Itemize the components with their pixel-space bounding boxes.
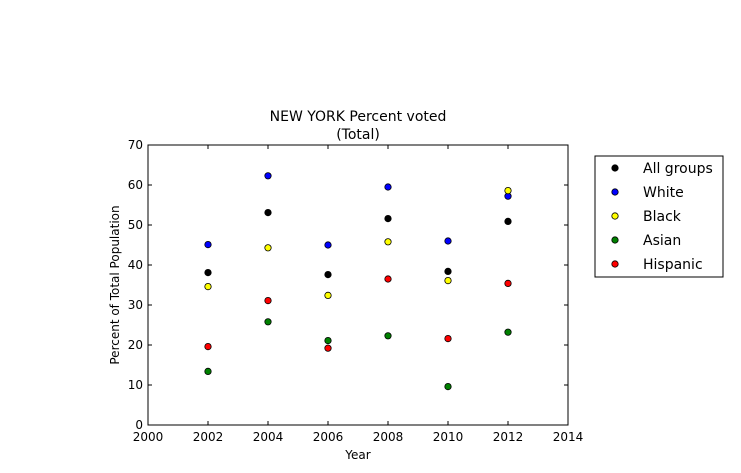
point-hispanic (264, 296, 272, 305)
legend-marker (611, 212, 619, 220)
point-asian (504, 328, 512, 336)
point-all-groups (264, 209, 272, 217)
chart-title: NEW YORK Percent voted (270, 109, 447, 125)
x-tick-label: 2010 (433, 430, 464, 444)
chart-subtitle: (Total) (336, 127, 380, 143)
point-asian (204, 367, 212, 375)
y-axis: 0 10 20 30 40 50 60 70 (128, 138, 568, 432)
y-tick-label: 20 (128, 338, 143, 352)
legend-marker (611, 188, 619, 196)
point-hispanic (444, 334, 452, 343)
point-black (204, 282, 212, 291)
point-black (324, 291, 332, 299)
y-tick-label: 60 (128, 178, 143, 192)
legend: All groups White Black Asian Hispanic (594, 155, 724, 278)
y-tick-label: 70 (128, 138, 143, 152)
point-hispanic (504, 279, 512, 287)
point-asian (264, 318, 272, 326)
y-tick-label: 50 (128, 218, 143, 232)
legend-label: Hispanic (643, 257, 703, 273)
point-all-groups (444, 267, 452, 275)
point-white (324, 241, 332, 249)
point-all-groups (324, 270, 332, 279)
legend-label: All groups (643, 161, 713, 177)
point-white (384, 183, 392, 191)
y-tick-label: 30 (128, 298, 143, 312)
legend-label: Asian (643, 233, 681, 249)
point-hispanic (384, 275, 392, 283)
point-black (384, 238, 392, 246)
point-black (264, 244, 272, 252)
point-white (444, 237, 452, 245)
point-asian (444, 382, 452, 391)
legend-label: White (643, 185, 684, 201)
point-hispanic (204, 342, 212, 351)
y-tick-label: 40 (128, 258, 143, 272)
point-black (504, 187, 512, 195)
point-black (444, 276, 452, 285)
point-all-groups (504, 217, 512, 225)
x-tick-label: 2012 (493, 430, 524, 444)
point-all-groups (384, 215, 392, 223)
point-white (204, 241, 212, 249)
x-tick-label: 2014 (553, 430, 584, 444)
point-hispanic (324, 344, 332, 352)
x-tick-label: 2002 (193, 430, 224, 444)
plot-frame (147, 144, 569, 426)
x-tick-label: 2004 (253, 430, 284, 444)
x-axis-label: Year (344, 448, 370, 462)
point-asian (324, 336, 332, 345)
y-tick-label: 10 (128, 378, 143, 392)
legend-label: Black (643, 209, 682, 225)
point-all-groups (204, 268, 212, 277)
y-axis-label: Percent of Total Population (108, 205, 122, 364)
legend-marker (611, 236, 619, 244)
legend-marker (611, 260, 619, 268)
point-asian (384, 332, 392, 340)
y-tick-label: 0 (135, 418, 143, 432)
data-points (204, 172, 512, 391)
legend-marker (611, 164, 619, 172)
x-tick-label: 2000 (133, 430, 164, 444)
x-axis: 2000 2002 2004 2006 2008 2010 2012 2014 (133, 145, 584, 444)
point-white (264, 172, 272, 180)
x-tick-label: 2008 (373, 430, 404, 444)
x-tick-label: 2006 (313, 430, 344, 444)
